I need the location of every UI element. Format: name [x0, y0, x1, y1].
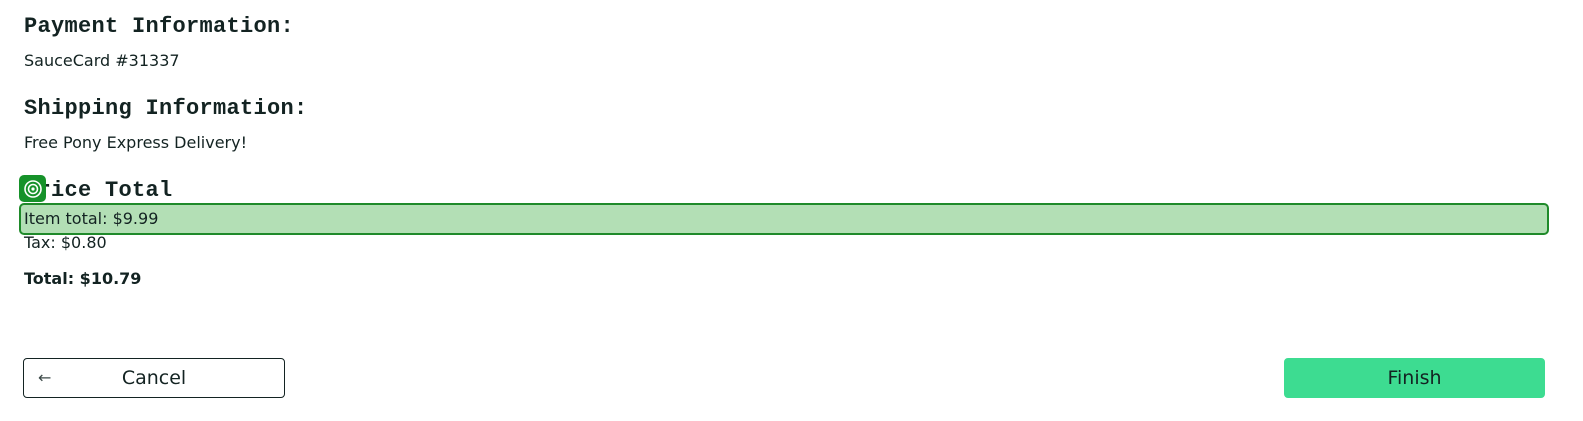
finish-button-label: Finish: [1387, 367, 1442, 389]
payment-info-value: SauceCard #31337: [24, 51, 180, 70]
shipping-info-label: Shipping Information:: [24, 96, 308, 121]
payment-info-label: Payment Information:: [24, 14, 295, 39]
finish-button[interactable]: Finish: [1284, 358, 1545, 398]
total-value: Total: $10.79: [24, 269, 142, 288]
tax-value: Tax: $0.80: [24, 233, 107, 252]
arrow-left-icon: ←: [38, 368, 52, 387]
item-total-value: Item total: $9.99: [24, 209, 159, 228]
item-total-highlight: [19, 203, 1549, 235]
cancel-button-label: Cancel: [121, 367, 187, 389]
shipping-info-value: Free Pony Express Delivery!: [24, 133, 247, 152]
target-icon: [19, 175, 46, 202]
price-total-label: Price Total: [24, 178, 173, 203]
cancel-button[interactable]: ← Cancel: [23, 358, 285, 398]
